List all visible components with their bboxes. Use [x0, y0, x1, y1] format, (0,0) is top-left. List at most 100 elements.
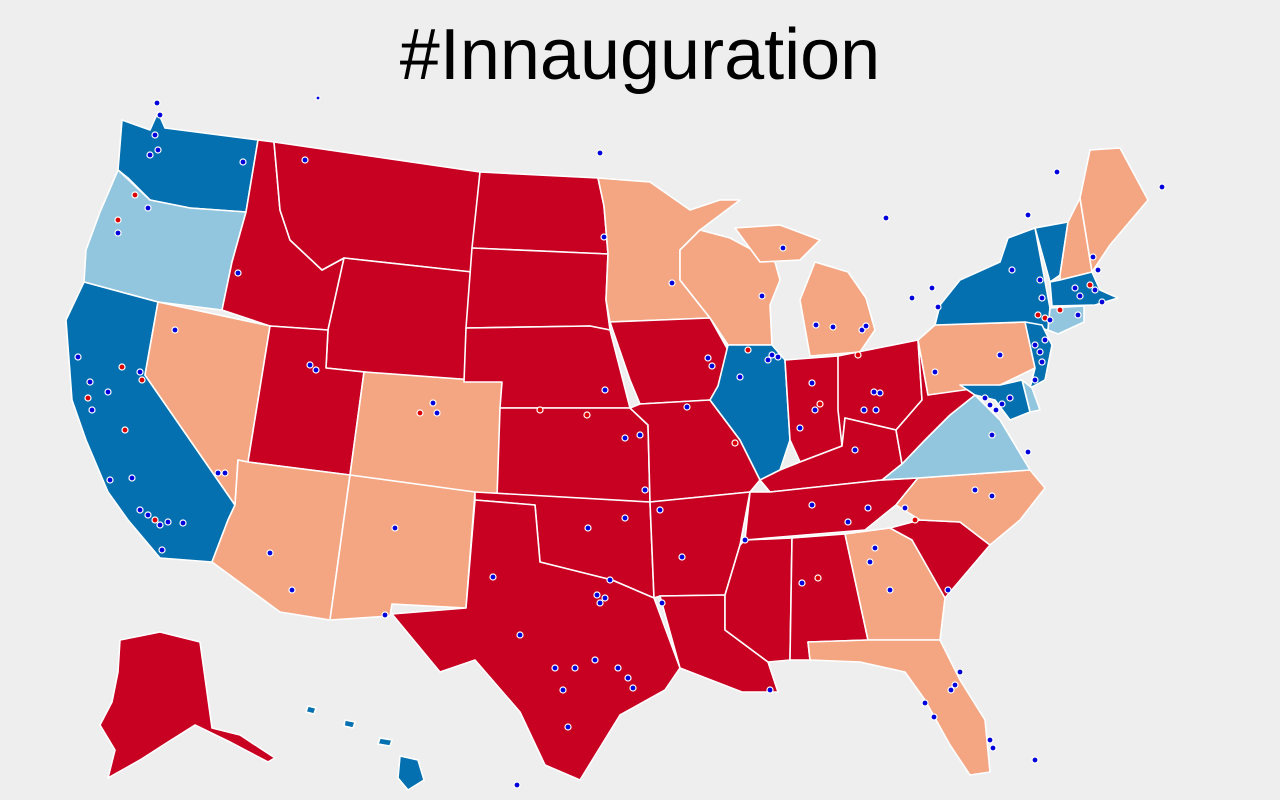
map-dot: [306, 361, 314, 369]
map-dot: [1038, 294, 1046, 302]
map-dot: [416, 409, 424, 417]
map-dot: [600, 233, 608, 241]
map-dot: [171, 326, 179, 334]
map-dot: [1031, 341, 1039, 349]
map-dot: [391, 524, 399, 532]
map-dot: [774, 353, 782, 361]
map-dot: [74, 353, 82, 361]
map-dot: [154, 146, 162, 154]
map-dot: [1071, 284, 1079, 292]
map-dot: [744, 346, 752, 354]
map-dot: [829, 323, 837, 331]
map-dot: [1008, 266, 1016, 274]
map-dot: [901, 504, 909, 512]
map-dot: [536, 406, 544, 414]
map-dot: [1036, 348, 1044, 356]
map-dot: [779, 244, 787, 252]
map-dot: [104, 388, 112, 396]
map-dot: [996, 351, 1004, 359]
map-dot: [866, 558, 874, 566]
map-dot: [516, 631, 524, 639]
map-dot: [1086, 281, 1094, 289]
map-dot: [584, 524, 592, 532]
map-dot: [641, 486, 649, 494]
map-dot: [811, 406, 819, 414]
map-dot: [596, 149, 604, 157]
map-dot: [301, 156, 309, 164]
map-dot: [1041, 336, 1049, 344]
map-dot: [513, 781, 521, 789]
map-dot: [683, 403, 691, 411]
map-dot: [766, 686, 774, 694]
map-dot: [144, 204, 152, 212]
state-nd: [471, 171, 609, 255]
map-dot: [144, 511, 152, 519]
map-dot: [862, 322, 870, 330]
map-dot: [288, 586, 296, 594]
map-dot: [131, 191, 139, 199]
state-mi: [734, 224, 876, 357]
map-dot: [551, 664, 559, 672]
map-dot: [239, 158, 247, 166]
map-dot: [931, 368, 939, 376]
map-dot: [138, 376, 146, 384]
map-dot: [947, 686, 955, 694]
map-dot: [708, 362, 716, 370]
map-dot: [128, 474, 136, 482]
map-dot: [860, 406, 868, 414]
map-dot: [121, 426, 129, 434]
map-dot: [812, 321, 820, 329]
map-dot: [164, 518, 172, 526]
map-dot: [988, 492, 996, 500]
map-dot: [951, 681, 959, 689]
map-dot: [998, 400, 1006, 408]
map-dot: [214, 469, 222, 477]
map-dot: [1046, 316, 1054, 324]
state-ak: [99, 631, 276, 779]
map-dot: [758, 292, 766, 300]
state-wi: [679, 229, 781, 346]
state-nm: [329, 474, 476, 621]
map-dot: [736, 373, 744, 381]
map-dot: [886, 586, 894, 594]
map-dot: [614, 664, 622, 672]
map-dot: [871, 544, 879, 552]
map-dot: [624, 674, 632, 682]
map-dot: [908, 294, 916, 302]
dots-layer: [74, 95, 1166, 789]
map-dot: [872, 406, 880, 414]
map-dot: [768, 351, 776, 359]
map-dot: [921, 699, 929, 707]
map-dot: [1034, 311, 1042, 319]
map-dot: [86, 378, 94, 386]
map-dot: [944, 586, 952, 594]
map-dot: [593, 591, 601, 599]
map-dot: [731, 439, 739, 447]
map-dot: [621, 434, 629, 442]
state-ia: [609, 317, 729, 405]
state-fl: [807, 639, 991, 776]
map-dot: [816, 400, 824, 408]
map-dot: [981, 394, 989, 402]
map-dot: [564, 723, 572, 731]
map-dot: [668, 279, 676, 287]
map-dot: [151, 516, 159, 524]
map-dot: [315, 95, 321, 101]
map-dot: [1076, 292, 1084, 300]
map-dot: [621, 514, 629, 522]
map-dot: [870, 388, 878, 396]
map-dot: [156, 111, 164, 119]
map-dot: [596, 599, 604, 607]
map-dot: [989, 744, 997, 752]
map-dot: [1074, 311, 1082, 319]
map-dot: [1053, 168, 1061, 176]
map-dot: [179, 519, 187, 527]
map-dot: [796, 424, 804, 432]
map-dot: [571, 664, 579, 672]
map-dot: [930, 713, 938, 721]
map-dot: [854, 351, 862, 359]
map-dot: [312, 366, 320, 374]
map-dot: [1091, 286, 1099, 294]
map-dot: [971, 486, 979, 494]
state-hi: [305, 705, 425, 791]
